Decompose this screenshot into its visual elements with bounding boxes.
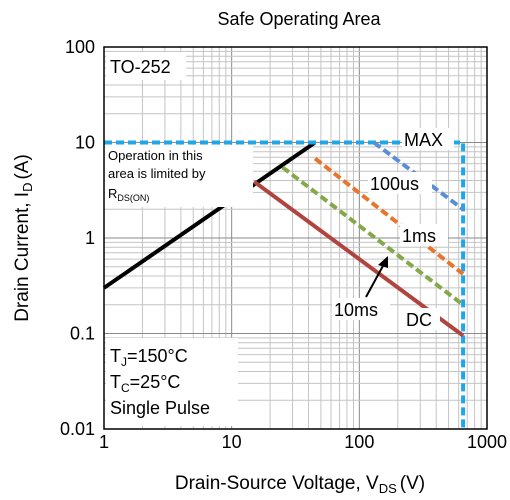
rds-note-box xyxy=(105,145,253,207)
1ms-label: 1ms xyxy=(402,226,436,246)
rds-note-r: R xyxy=(108,186,117,201)
pulse-label: Single Pulse xyxy=(110,398,210,418)
y-tick-label: 0.01 xyxy=(60,419,95,439)
chart-title: Safe Operating Area xyxy=(217,9,381,29)
100us-label-bg xyxy=(368,172,432,194)
x-tick-label: 1000 xyxy=(467,432,507,452)
y-tick-label: 100 xyxy=(65,37,95,57)
rds-note-line1: Operation in this xyxy=(108,148,203,163)
10ms-arrowhead xyxy=(378,256,388,268)
1ms-label-bg xyxy=(400,224,448,246)
rds-note-line3: RDS(ON) xyxy=(108,186,149,203)
10ms-arrow xyxy=(365,263,385,298)
y-tick-label: 10 xyxy=(75,133,95,153)
dc-label-bg xyxy=(404,308,440,330)
tj-label: TJ=150°C xyxy=(110,346,188,369)
series-1ms-line xyxy=(313,156,465,276)
dc-label: DC xyxy=(406,310,432,330)
package-box xyxy=(106,52,186,80)
rds-note-line2: area is limited by xyxy=(108,166,206,181)
x-tick-label: 100 xyxy=(344,432,374,452)
tick-labels: 1 10 100 1000 0.01 0.1 1 10 100 xyxy=(60,37,507,452)
rds-note-sub: DS(ON) xyxy=(117,193,149,203)
tc-label: TC=25°C xyxy=(110,372,180,395)
10ms-label: 10ms xyxy=(334,300,378,320)
max-label-bg xyxy=(402,128,454,150)
y-axis-label: Drain Current, ID(A) xyxy=(12,154,35,322)
package-label: TO-252 xyxy=(110,57,171,77)
max-label: MAX xyxy=(404,130,443,150)
x-tick-label: 1 xyxy=(99,432,109,452)
100us-label: 100us xyxy=(370,174,419,194)
series-10ms-line xyxy=(281,165,465,307)
x-axis-label: Drain-Source Voltage, VDS (V) xyxy=(175,473,425,496)
series-rds-line xyxy=(102,140,317,290)
plot-frame xyxy=(103,46,488,430)
conditions-box xyxy=(106,338,238,426)
y-tick-label: 1 xyxy=(85,228,95,248)
10ms-label-bg xyxy=(332,298,390,320)
x-tick-label: 10 xyxy=(222,432,242,452)
y-tick-label: 0.1 xyxy=(70,324,95,344)
